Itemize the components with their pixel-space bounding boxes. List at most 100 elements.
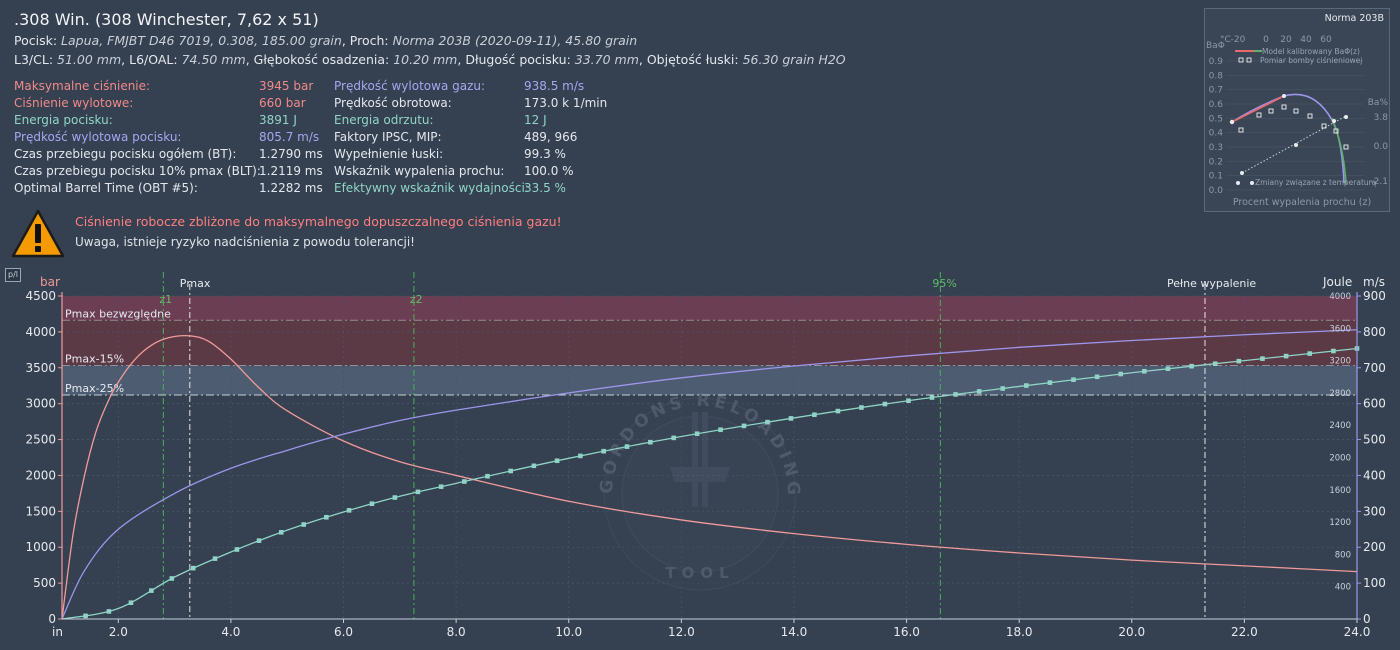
energy-point — [788, 416, 794, 421]
stat-label-col2-4: Wypełnienie łuski: — [334, 147, 444, 161]
energy-point — [1094, 374, 1100, 380]
energy-point — [324, 514, 329, 520]
y3-tick-label: 800 — [1363, 325, 1386, 339]
x-tick-label: 2.0 — [109, 625, 128, 639]
marker-label: z1 — [159, 293, 172, 306]
inset-xlabel: Procent wypalenia prochu (z) — [1233, 197, 1371, 208]
y-tick-label: 0 — [48, 612, 56, 626]
inset-temp-tick: -20 — [1231, 35, 1246, 45]
y-tick-label: 1500 — [25, 504, 56, 518]
stat-label-col1-5: Czas przebiegu pocisku 10% pmax (BLT): — [14, 164, 261, 178]
x-tick-label: 16.0 — [893, 625, 920, 639]
pressure-band-label: Pmax-25% — [65, 382, 124, 395]
energy-point — [462, 479, 467, 484]
inset-left-tick: 0.0 — [1209, 186, 1224, 196]
y2-tick-label: 2000 — [1329, 454, 1351, 464]
stat-value-col1-3: 805.7 m/s — [259, 130, 320, 144]
y-tick-label: 2500 — [25, 433, 56, 447]
energy-point — [765, 419, 770, 425]
energy-point — [1189, 363, 1194, 369]
stats-col1-labels: Maksymalne ciśnienie: Ciśnienie wylotowe:… — [14, 78, 261, 197]
energy-point — [882, 401, 888, 407]
series-energy — [61, 347, 1358, 620]
energy-point — [554, 458, 560, 464]
x-tick-label: 22.0 — [1231, 625, 1258, 639]
inset-temp-label: °C — [1220, 35, 1231, 45]
y2-tick-label: 4000 — [1329, 292, 1351, 302]
y3-tick-label: 300 — [1363, 504, 1386, 518]
stat-label-col2-0: Prędkość wylotowa gazu: — [334, 79, 486, 93]
stat-value-col1-4: 1.2790 ms — [259, 147, 323, 161]
inset-left-tick: 0.9 — [1209, 57, 1224, 67]
stat-label-col1-4: Czas przebiegu pocisku ogółem (BT): — [14, 147, 237, 161]
series-velocity — [61, 329, 1358, 620]
pl-toggle-button[interactable]: p/l — [5, 268, 21, 282]
stat-value-col2-0: 938.5 m/s — [524, 79, 585, 93]
warning-message: Ciśnienie robocze zbliżone do maksymalne… — [75, 214, 562, 229]
bullet-value: Lapua, FMJBT D46 7019, 0.308, 185.00 gra… — [61, 33, 342, 48]
stat-label-col1-0: Maksymalne ciśnienie: — [14, 79, 151, 93]
pressure-band — [62, 296, 1357, 321]
inset-legend-temp: Zmiany związane z temperaturą — [1255, 178, 1377, 187]
inset-right-label: Ba% — [1368, 98, 1389, 108]
x-tick-label: 18.0 — [1006, 625, 1033, 639]
y3-tick-label: 900 — [1363, 289, 1386, 303]
x-tick-label: 20.0 — [1118, 625, 1145, 639]
stat-label-col1-1: Ciśnienie wylotowe: — [14, 96, 134, 110]
stat-value-col2-1: 173.0 k 1/min — [524, 96, 608, 110]
y2-tick-label: 3600 — [1329, 324, 1351, 334]
inset-temp-tick: 20 — [1280, 35, 1292, 45]
inset-temp-tick: 40 — [1300, 35, 1312, 45]
y-tick-label: 2000 — [25, 468, 56, 482]
header: .308 Win. (308 Winchester, 7,62 x 51) Po… — [14, 10, 846, 67]
energy-point — [1260, 356, 1265, 361]
energy-point — [508, 468, 513, 474]
energy-point — [1047, 380, 1053, 385]
energy-point — [190, 565, 196, 571]
y-tick-label: 1000 — [25, 540, 56, 554]
pressure-band — [62, 320, 1357, 366]
y3-tick-label: 500 — [1363, 433, 1386, 447]
y2-tick-label: 1600 — [1329, 486, 1351, 496]
stat-label-col2-5: Wskaźnik wypalenia prochu: — [334, 164, 505, 178]
energy-point — [859, 405, 864, 410]
powder-model-inset[interactable]: Norma 203B 0.9 0.8 0.7 0.6 0.5 0.4 0.3 0.2 0.1 0.… — [1204, 8, 1390, 212]
energy-point — [648, 439, 653, 445]
x-tick-label: 12.0 — [668, 625, 695, 639]
y2-tick-label: 800 — [1335, 550, 1351, 560]
energy-point — [1000, 386, 1006, 391]
y-axis-label: bar — [40, 275, 60, 289]
energy-point — [578, 453, 583, 459]
inset-left-tick: 0.8 — [1209, 71, 1224, 81]
energy-point — [624, 444, 630, 449]
inset-left-tick: 0.7 — [1209, 86, 1223, 96]
inset-left-tick: 0.1 — [1209, 172, 1223, 182]
y-tick-label: 3500 — [25, 361, 56, 375]
stat-label-col2-2: Energia odrzutu: — [334, 113, 434, 127]
stat-label-col1-6: Optimal Barrel Time (OBT #5): — [14, 181, 198, 195]
energy-point — [169, 576, 175, 581]
warning-detail: Uwaga, istnieje ryzyko nadciśnienia z po… — [75, 235, 415, 249]
pressure-band — [62, 365, 1357, 396]
pressure-band-label: Pmax-15% — [65, 353, 124, 366]
energy-point — [671, 435, 677, 441]
y3-tick-label: 600 — [1363, 397, 1386, 411]
energy-point — [1118, 371, 1123, 377]
inset-right-tick: 0.0 — [1374, 142, 1389, 152]
energy-point — [1283, 353, 1289, 359]
stat-value-col1-5: 1.2119 ms — [259, 164, 323, 178]
stat-label-col2-1: Prędkość obrotowa: — [334, 96, 452, 110]
stat-value-col1-2: 3891 J — [259, 113, 297, 127]
energy-point — [694, 431, 700, 437]
energy-point — [1212, 361, 1218, 366]
energy-point — [149, 588, 154, 593]
energy-point — [83, 613, 88, 619]
y2-axis-label: Joule — [1322, 275, 1352, 289]
x-axis-label: in — [52, 625, 63, 639]
inset-left-tick: 0.5 — [1209, 114, 1223, 124]
energy-point — [1236, 358, 1242, 364]
load-line-2: L3/CL: 51.00 mm, L6/OAL: 74.50 mm, Głębo… — [14, 52, 846, 67]
x-tick-label: 24.0 — [1344, 625, 1371, 639]
inset-legend-model: Model kalibrowany BaΦ(z) — [1262, 47, 1360, 56]
